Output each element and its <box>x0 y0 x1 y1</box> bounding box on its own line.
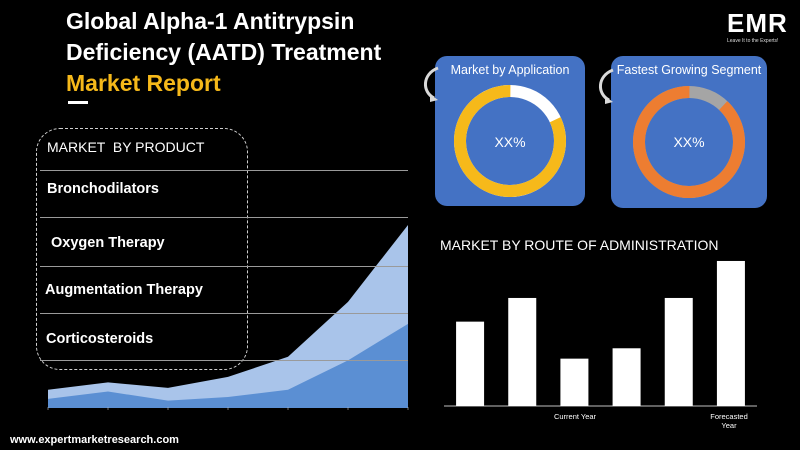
divider <box>40 217 408 218</box>
title-underline <box>68 101 88 104</box>
emr-logo: EMR Leave It to the Experts! <box>727 8 791 50</box>
product-item-bronchodilators: Bronchodilators <box>47 181 159 197</box>
curved-arrow-icon <box>599 68 614 104</box>
curved-arrow-icon <box>424 66 439 102</box>
divider <box>40 266 408 267</box>
title-line-2: Deficiency (AATD) Treatment <box>66 39 382 65</box>
area-series-1 <box>48 225 408 408</box>
divider <box>40 360 408 361</box>
card-title: Market by Application <box>450 63 570 77</box>
product-item-corticosteroids: Corticosteroids <box>46 331 154 347</box>
donut-value: XX% <box>673 134 705 150</box>
footer-url[interactable]: www.expertmarketresearch.com <box>10 434 179 446</box>
divider <box>40 313 408 314</box>
segment-donut <box>633 86 745 198</box>
area-series-2 <box>48 323 408 408</box>
product-panel-heading: MARKET BY PRODUCT <box>47 139 205 155</box>
product-item-oxygen-therapy: Oxygen Therapy <box>51 235 165 251</box>
donut-segment <box>633 86 745 198</box>
title-accent: Market Report <box>66 70 221 96</box>
page-title: Global Alpha-1 Antitrypsin Deficiency (A… <box>66 6 446 99</box>
card-market-by-application: Market by Application XX% <box>435 56 585 206</box>
card-title: Fastest Growing Segment <box>616 63 762 77</box>
x-tick-forecasted-year: Forecasted Year <box>710 412 748 430</box>
logo-mark: EMR <box>727 8 788 38</box>
application-donut <box>454 85 566 197</box>
x-tick-current-year: Current Year <box>553 412 597 421</box>
logo-tagline: Leave It to the Experts! <box>727 38 779 44</box>
divider <box>40 170 408 171</box>
card-fastest-growing-segment: Fastest Growing Segment XX% <box>611 56 767 208</box>
product-item-augmentation-therapy: Augmentation Therapy <box>45 282 203 298</box>
bar-chart-title: MARKET BY ROUTE OF ADMINISTRATION <box>440 237 719 253</box>
title-line-1: Global Alpha-1 Antitrypsin <box>66 8 355 34</box>
product-panel-frame <box>36 128 248 370</box>
donut-value: XX% <box>494 134 526 150</box>
